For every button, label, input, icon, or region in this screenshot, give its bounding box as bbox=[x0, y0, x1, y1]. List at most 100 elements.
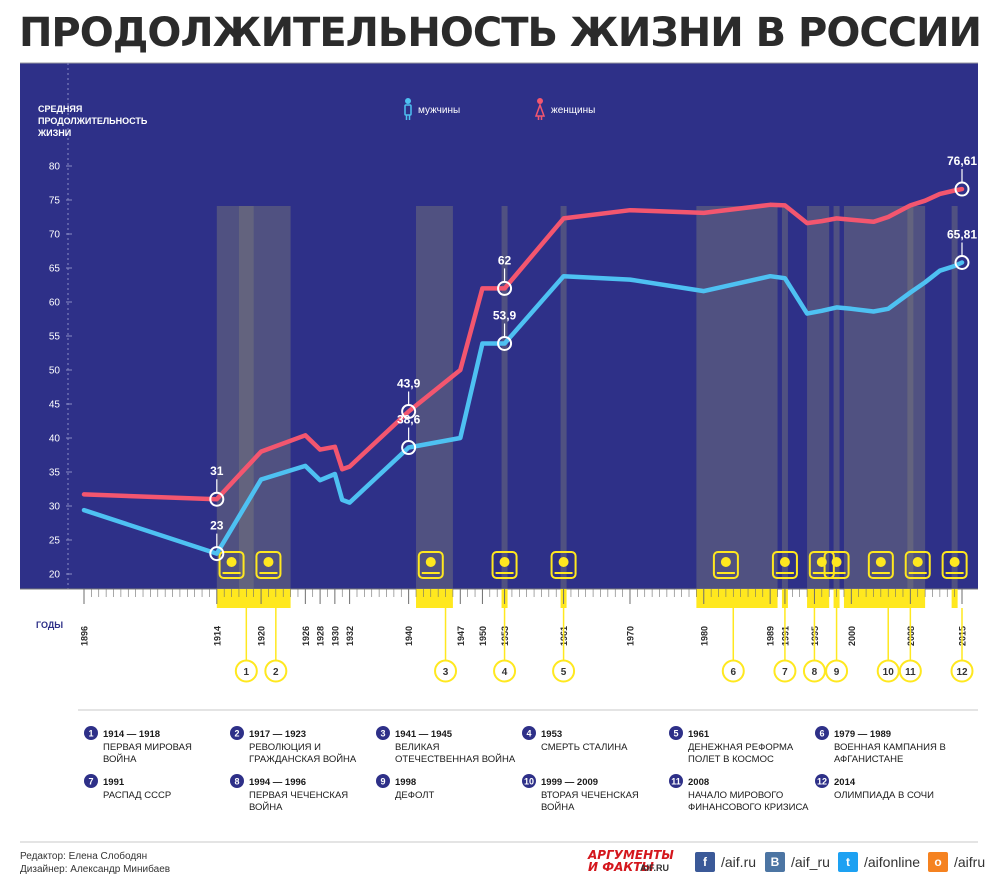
event-bands bbox=[216, 206, 958, 589]
event-legend-badge bbox=[376, 774, 390, 788]
event-legend-dates: 1999 — 2009 bbox=[541, 777, 598, 788]
event-marker-number: 4 bbox=[502, 667, 508, 678]
event-legend-number: 8 bbox=[234, 777, 239, 787]
crossed-rifles-icon-frame bbox=[867, 551, 894, 579]
brand-line-2: И ФАКТЫ bbox=[588, 860, 654, 874]
event-legend-number: 2 bbox=[234, 729, 239, 739]
x-highlight-2 bbox=[238, 589, 291, 608]
stalin-portrait-icon-glyph bbox=[499, 557, 510, 567]
legend-female-label: женщины bbox=[551, 105, 595, 116]
event-band-9 bbox=[833, 206, 840, 589]
event-marker-8 bbox=[802, 659, 826, 683]
y-tick-label: 65 bbox=[49, 264, 61, 275]
event-legend-badge bbox=[84, 774, 98, 788]
event-legend-badge bbox=[84, 726, 98, 740]
event-legend-text: ДЕФОЛТ bbox=[395, 790, 435, 801]
event-legend-text: ДЕНЕЖНАЯ РЕФОРМА bbox=[688, 742, 794, 753]
x-highlight-12 bbox=[951, 589, 958, 608]
event-legend-badge bbox=[815, 774, 829, 788]
tank-explosion-icon-frame bbox=[417, 551, 444, 579]
x-tick-label: 1947 bbox=[456, 626, 466, 646]
facebook-label: /aif.ru bbox=[721, 854, 757, 870]
event-legend-dates: 1914 — 1918 bbox=[103, 729, 160, 740]
event-legend-dates: 1917 — 1923 bbox=[249, 729, 306, 740]
callout-marker bbox=[954, 181, 970, 197]
woman-icon bbox=[534, 98, 546, 120]
event-legend-text: ВЕЛИКАЯ bbox=[395, 742, 440, 753]
rocket-and-coins-icon-glyph bbox=[558, 557, 569, 567]
event-legend-text: ВОЕННАЯ КАМПАНИЯ В bbox=[834, 742, 946, 753]
event-band-11 bbox=[907, 206, 914, 589]
aif-logo[interactable]: АРГУМЕНТЫ И ФАКТЫ AIF.RU bbox=[588, 849, 678, 877]
x-tick-label: 1989 bbox=[766, 626, 776, 646]
war-icons-1914-glyph bbox=[226, 557, 237, 567]
y-axis-title-line-1: СРЕДНЯЯ bbox=[38, 104, 82, 114]
event-marker-number: 11 bbox=[905, 667, 916, 678]
event-marker-4 bbox=[493, 659, 517, 683]
odnoklassniki-link[interactable]: o /aifru bbox=[928, 849, 985, 875]
y-tick-label: 80 bbox=[49, 162, 61, 173]
x-highlight-3 bbox=[416, 589, 453, 608]
x-axis-event-highlights bbox=[216, 589, 958, 608]
event-legend-item-9: 9 1998 ДЕФОЛТ bbox=[376, 774, 435, 801]
money-card-icon-frame bbox=[904, 551, 931, 579]
event-legend-item-4: 4 1953 СМЕРТЬ СТАЛИНА bbox=[522, 726, 628, 753]
event-legend-number: 10 bbox=[524, 777, 534, 787]
y-gridlines bbox=[66, 63, 72, 589]
x-tick-label: 1940 bbox=[404, 626, 414, 646]
x-tick-label: 1930 bbox=[330, 626, 340, 646]
event-band-5 bbox=[560, 206, 567, 589]
callout-marker bbox=[401, 440, 417, 456]
event-legend-item-12: 12 2014 ОЛИМПИАДА В СОЧИ bbox=[815, 774, 934, 801]
event-legend-text: ГРАЖДАНСКАЯ ВОЙНА bbox=[249, 753, 357, 765]
tank-explosion-icon-glyph bbox=[425, 557, 436, 567]
vk-link[interactable]: B /aif_ru bbox=[765, 849, 830, 875]
event-legend-dates: 1998 bbox=[395, 777, 416, 788]
event-legend-number: 1 bbox=[88, 729, 93, 739]
twitter-link[interactable]: t /aifonline bbox=[838, 849, 920, 875]
event-marker-number: 12 bbox=[956, 667, 968, 678]
event-legend-badge bbox=[522, 774, 536, 788]
event-legend-number: 5 bbox=[673, 729, 678, 739]
x-highlight-6 bbox=[696, 589, 778, 608]
default-money-icon-frame bbox=[823, 551, 850, 579]
event-icons bbox=[218, 551, 968, 579]
event-marker-number: 8 bbox=[812, 667, 818, 678]
event-legend-number: 12 bbox=[817, 777, 827, 787]
y-axis-title-line-3: ЖИЗНИ bbox=[37, 128, 71, 138]
event-marker-number: 10 bbox=[883, 667, 895, 678]
stalin-portrait-icon-frame bbox=[491, 551, 518, 579]
war-icons-1914 bbox=[218, 551, 245, 579]
event-band-4 bbox=[501, 206, 508, 589]
x-tick-label: 2000 bbox=[847, 626, 857, 646]
callout-label: 62 bbox=[498, 253, 512, 267]
event-legend-text: НАЧАЛО МИРОВОГО bbox=[688, 790, 783, 801]
event-marker-3 bbox=[434, 659, 458, 683]
money-card-icon bbox=[904, 551, 931, 579]
event-legend-dates: 1991 bbox=[103, 777, 125, 788]
war-icons-1914-frame bbox=[218, 551, 245, 579]
crossed-rifles-icon bbox=[867, 551, 894, 579]
afghanistan-map-explosion-icon-frame bbox=[712, 551, 739, 579]
y-tick-label: 35 bbox=[49, 468, 61, 479]
odnoklassniki-label: /aifru bbox=[954, 854, 986, 870]
event-legend-text: ОЛИМПИАДА В СОЧИ bbox=[834, 790, 934, 801]
x-tick-label: 1926 bbox=[301, 626, 311, 646]
facebook-link[interactable]: f /aif.ru bbox=[695, 849, 756, 875]
event-marker-12 bbox=[950, 659, 974, 683]
event-legend-badge bbox=[669, 726, 683, 740]
x-tick-label: 1950 bbox=[478, 626, 488, 646]
x-tick-label: 1914 bbox=[212, 626, 222, 646]
event-band-2 bbox=[238, 206, 291, 589]
x-tick-label: 1980 bbox=[699, 626, 709, 646]
event-legend-dates: 1941 — 1945 bbox=[395, 729, 453, 740]
event-marker-6 bbox=[721, 659, 745, 683]
y-tick-label: 30 bbox=[49, 502, 61, 513]
stalin-portrait-icon bbox=[491, 551, 518, 579]
callout-marker bbox=[401, 403, 417, 419]
